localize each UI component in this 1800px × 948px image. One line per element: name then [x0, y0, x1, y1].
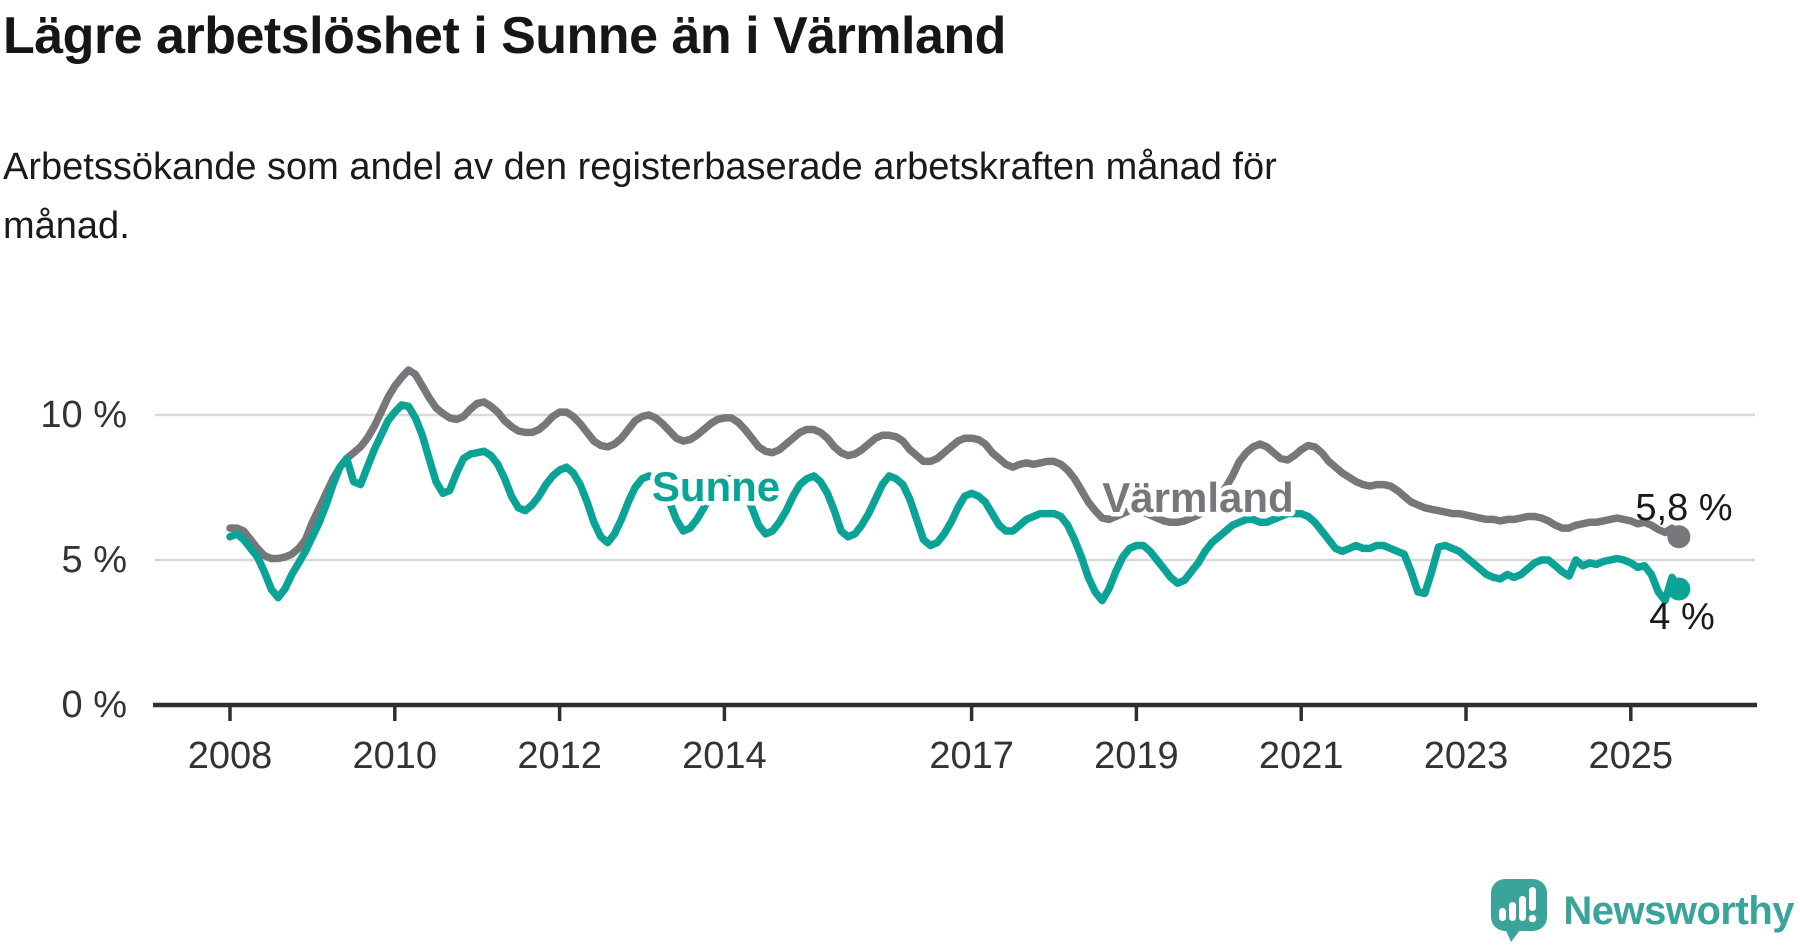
- series-line-sunne: [226, 401, 1683, 605]
- y-axis-label-0: 0 %: [62, 684, 127, 726]
- series-label-värmland: Värmland: [1102, 474, 1293, 521]
- gridlines: [155, 413, 1755, 562]
- x-axis-label-2019: 2019: [1094, 735, 1179, 777]
- x-axis-label-2008: 2008: [188, 735, 273, 777]
- x-axis-label-2012: 2012: [517, 735, 602, 777]
- y-axis-label-10: 10 %: [40, 394, 127, 436]
- x-axis-label-2025: 2025: [1589, 735, 1674, 777]
- chart-title: Lägre arbetslöshet i Sunne än i Värmland: [3, 7, 1006, 65]
- x-axis-label-2010: 2010: [353, 735, 438, 777]
- x-axis-label-2014: 2014: [682, 735, 767, 777]
- series-end-dot-sunne: [1667, 577, 1691, 601]
- newsworthy-brand-text: Newsworthy: [1563, 888, 1794, 933]
- y-axis-label-5: 5 %: [62, 539, 127, 581]
- series-end-value-värmland: 5,8 %: [1635, 487, 1732, 529]
- newsworthy-logo-icon: [1491, 879, 1548, 942]
- x-axis-label-2021: 2021: [1259, 735, 1344, 777]
- series-lines: [226, 366, 1691, 605]
- series-label-sunne: Sunne: [652, 463, 780, 510]
- series-end-value-sunne: 4 %: [1649, 596, 1714, 638]
- x-axis: 2008 2010 2012 2014 2017 2019 2021 2023 2025: [153, 702, 1757, 777]
- series-annotations: Värmland 5,8 % Sunne 4 %: [647, 459, 1732, 639]
- newsworthy-logo: Newsworthy: [1490, 878, 1794, 944]
- chart-subtitle: Arbetssökande som andel av den registerb…: [3, 146, 1277, 247]
- series-end-dot-värmland: [1667, 525, 1691, 549]
- y-axis-labels: 10 % 5 % 0 %: [40, 394, 127, 726]
- x-axis-label-2023: 2023: [1424, 735, 1509, 777]
- x-axis-label-2017: 2017: [929, 735, 1014, 777]
- series-line-värmland: [226, 366, 1683, 563]
